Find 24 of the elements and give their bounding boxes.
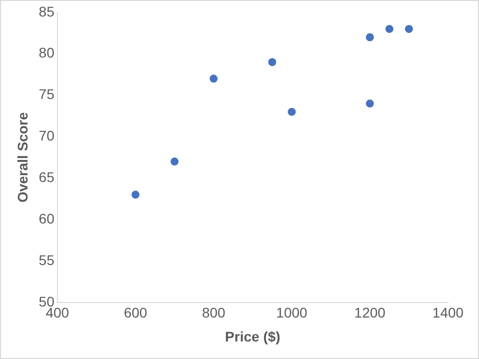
point — [210, 74, 218, 83]
x-tick-label: 1400 — [432, 304, 464, 321]
x-axis-title: Price ($) — [225, 328, 280, 344]
point — [132, 190, 140, 199]
x-tick-label: 1000 — [276, 304, 308, 321]
y-tick-label: 75 — [38, 86, 55, 102]
y-axis-title: Overall Score — [14, 112, 30, 203]
point — [366, 33, 374, 42]
point — [404, 24, 413, 33]
x-tick-label: 600 — [124, 304, 148, 321]
point — [268, 58, 276, 66]
x-tick-label: 1200 — [354, 304, 386, 321]
y-tick-label: 65 — [38, 168, 55, 185]
y-tick-label: 85 — [38, 3, 55, 20]
x-tick-label: 800 — [202, 304, 226, 321]
point — [170, 158, 179, 166]
point — [288, 108, 296, 116]
point — [366, 100, 374, 108]
y-tick-label: 80 — [38, 44, 55, 61]
y-tick-label: 70 — [38, 128, 55, 144]
y-tick-label: 50 — [38, 293, 55, 310]
point — [385, 24, 394, 33]
y-tick-label: 60 — [38, 210, 55, 226]
y-tick-label: 55 — [38, 252, 55, 268]
